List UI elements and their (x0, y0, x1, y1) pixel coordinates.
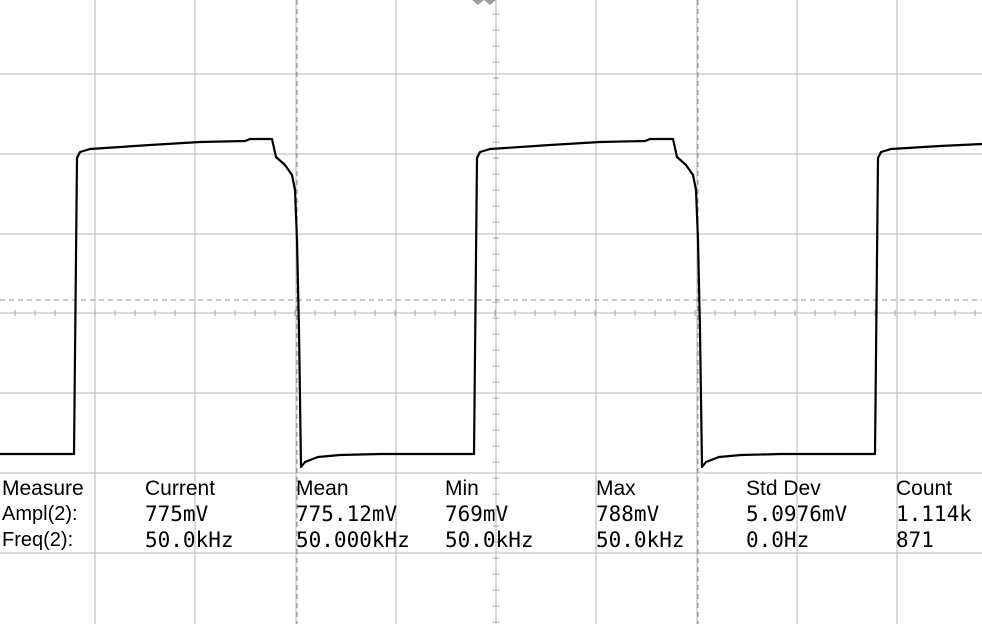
freq-current: 50.0kHz (145, 528, 234, 552)
header-min: Min (445, 477, 479, 500)
graticule-ticks (14, 13, 976, 623)
ampl-count: 1.114k (896, 502, 972, 526)
ampl-std-dev: 5.0976mV (746, 502, 848, 526)
ampl-max: 788mV (596, 502, 660, 526)
measurement-table: Measure Current Mean Min Max Std Dev Cou… (0, 474, 982, 554)
ampl-mean: 775.12mV (296, 502, 398, 526)
row-label-freq: Freq(2): (2, 529, 74, 551)
freq-max: 50.0kHz (596, 528, 685, 552)
header-count: Count (896, 477, 953, 500)
ampl-min: 769mV (445, 502, 509, 526)
header-std-dev: Std Dev (746, 477, 821, 500)
freq-count: 871 (896, 528, 934, 552)
row-label-ampl: Ampl(2): (2, 503, 78, 525)
header-max: Max (596, 477, 636, 500)
freq-std-dev: 0.0Hz (746, 528, 810, 552)
channel-2-waveform (0, 137, 982, 469)
header-measure: Measure (2, 477, 84, 500)
header-current: Current (145, 477, 216, 500)
ampl-current: 775mV (145, 502, 209, 526)
header-mean: Mean (296, 477, 349, 500)
freq-min: 50.0kHz (445, 528, 534, 552)
trigger-position-icon (472, 0, 496, 5)
freq-mean: 50.000kHz (296, 528, 410, 552)
